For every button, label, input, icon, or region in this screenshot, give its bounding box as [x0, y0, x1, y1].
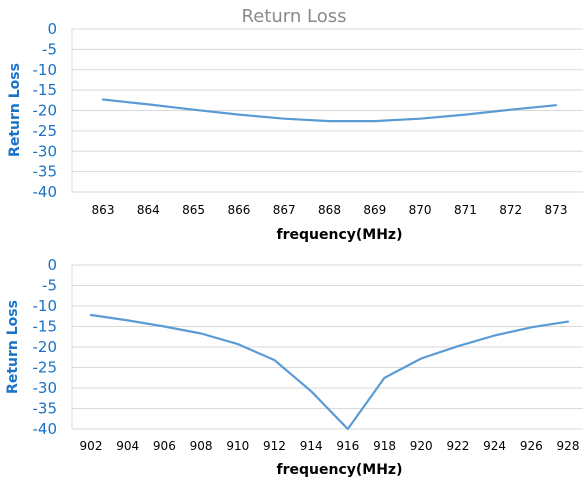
- y-tick-label: -15: [33, 318, 58, 336]
- x-tick-label: 922: [446, 439, 469, 453]
- y-axis-label: Return Loss: [7, 63, 23, 157]
- x-tick-label: 924: [483, 439, 506, 453]
- x-tick-label: 918: [373, 439, 396, 453]
- y-tick-label: -35: [33, 400, 58, 418]
- y-tick-label: -30: [33, 142, 58, 160]
- x-tick-label: 904: [116, 439, 139, 453]
- y-tick-label: -40: [33, 420, 58, 438]
- x-tick-label: 870: [409, 203, 432, 217]
- y-tick-label: -15: [33, 81, 58, 99]
- y-tick-label: -20: [33, 338, 58, 356]
- x-tick-label: 867: [273, 203, 296, 217]
- x-tick-label: 865: [182, 203, 205, 217]
- x-tick-label: 916: [336, 439, 359, 453]
- x-tick-label: 928: [557, 439, 580, 453]
- x-tick-label: 914: [300, 439, 323, 453]
- x-tick-label: 863: [92, 203, 115, 217]
- y-tick-label: 0: [47, 20, 57, 38]
- x-tick-label: 926: [520, 439, 543, 453]
- x-tick-label: 871: [454, 203, 477, 217]
- y-tick-label: -25: [33, 359, 58, 377]
- x-axis-label: frequency(MHz): [277, 227, 403, 243]
- y-tick-label: -30: [33, 379, 58, 397]
- series-line: [101, 98, 558, 123]
- x-tick-label: 906: [153, 439, 176, 453]
- y-axis-label: Return Loss: [5, 300, 21, 394]
- x-tick-label: 912: [263, 439, 286, 453]
- chart-panel-1: 0 -5 -10 -15 -20 -25 -30 -35 -40 902 904 906 908 910 9…: [5, 256, 583, 478]
- x-tick-label: 908: [190, 439, 213, 453]
- x-tick-label: 910: [226, 439, 249, 453]
- y-tick-label: 0: [47, 256, 57, 274]
- y-tick-label: -35: [33, 163, 58, 181]
- x-tick-label: 869: [363, 203, 386, 217]
- series-line: [89, 313, 570, 431]
- x-tick-label: 868: [318, 203, 341, 217]
- x-tick-label: 864: [137, 203, 160, 217]
- y-tick-label: -10: [33, 61, 58, 79]
- y-tick-label: -40: [33, 183, 58, 201]
- y-tick-label: -10: [33, 297, 58, 315]
- y-tick-label: -5: [42, 277, 57, 295]
- chart-title: Return Loss: [242, 6, 347, 27]
- x-tick-label: 873: [545, 203, 568, 217]
- x-tick-label: 920: [410, 439, 433, 453]
- y-tick-label: -25: [33, 122, 58, 140]
- chart-panel-0: Return Loss 0 -5 -10 -15 -20 -25 -30 -35 -40 863 86…: [7, 6, 583, 243]
- y-tick-label: -20: [33, 102, 58, 120]
- x-tick-label: 902: [80, 439, 103, 453]
- y-tick-label: -5: [42, 40, 57, 58]
- x-tick-label: 866: [227, 203, 250, 217]
- x-tick-label: 872: [499, 203, 522, 217]
- x-axis-label: frequency(MHz): [277, 462, 403, 478]
